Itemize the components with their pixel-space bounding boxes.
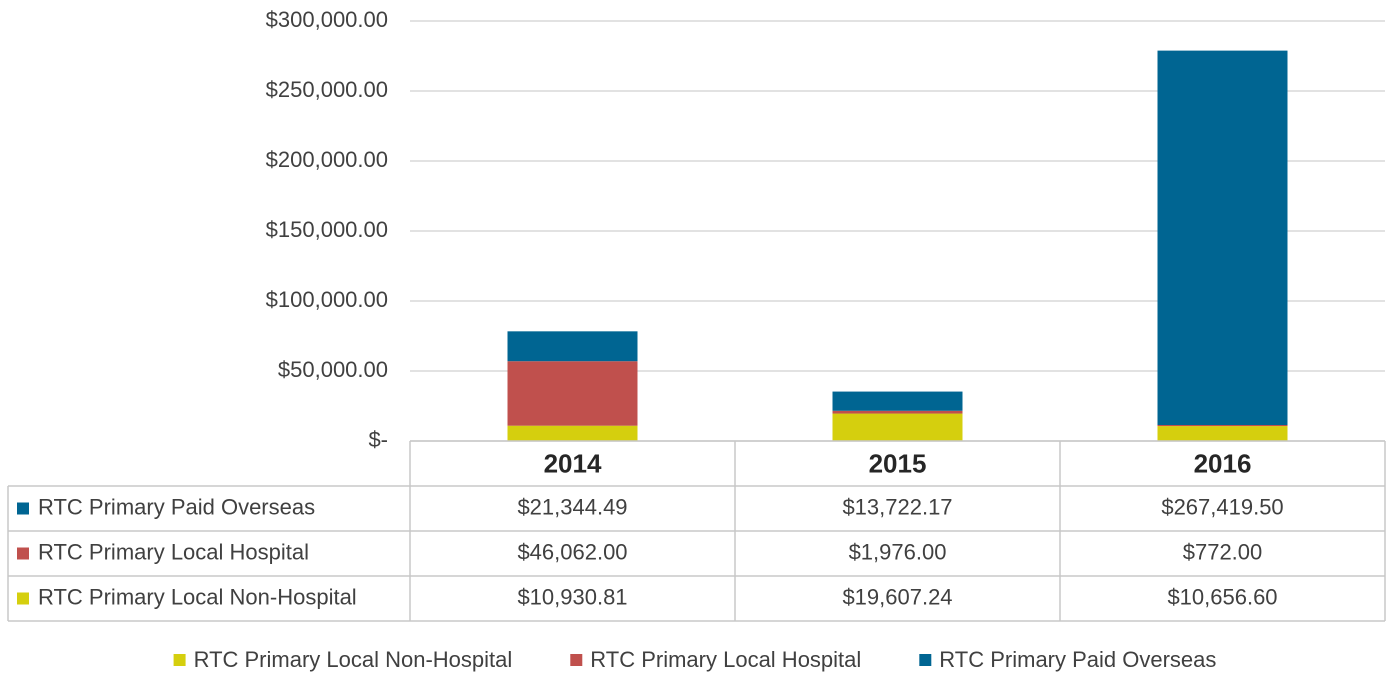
legend-label: RTC Primary Local Non-Hospital (194, 647, 513, 672)
bar-segment (832, 413, 963, 441)
table-cell: $13,722.17 (842, 494, 952, 519)
table-row-label: RTC Primary Paid Overseas (38, 494, 315, 519)
bar-segment (507, 361, 638, 426)
category-label: 2014 (544, 448, 602, 478)
bar-segment (832, 391, 963, 411)
category-label: 2015 (869, 448, 927, 478)
table-row-label: RTC Primary Local Non-Hospital (38, 584, 357, 609)
table-cell: $267,419.50 (1161, 494, 1283, 519)
table-cell: $10,656.60 (1167, 584, 1277, 609)
table-cell: $19,607.24 (842, 584, 952, 609)
legend-label: RTC Primary Paid Overseas (939, 647, 1216, 672)
legend-key (173, 654, 186, 666)
table-cell: $21,344.49 (517, 494, 627, 519)
y-tick-label: $250,000.00 (266, 77, 388, 102)
category-label: 2016 (1194, 448, 1252, 478)
table-legend-key (17, 592, 29, 605)
legend-key (919, 654, 932, 666)
bar-segment (1157, 424, 1288, 427)
y-tick-label: $300,000.00 (266, 7, 388, 32)
bar-segment (1157, 426, 1288, 441)
table-legend-key (17, 547, 29, 560)
table-legend-key (17, 502, 29, 515)
legend-key (570, 654, 583, 666)
y-tick-label: $100,000.00 (266, 287, 388, 312)
y-tick-label: $- (368, 427, 388, 452)
y-tick-label: $50,000.00 (278, 357, 388, 382)
bar-segment (507, 331, 638, 362)
table-cell: $10,930.81 (517, 584, 627, 609)
y-tick-label: $150,000.00 (266, 217, 388, 242)
table-cell: $46,062.00 (517, 539, 627, 564)
bar-segment (1157, 50, 1288, 425)
table-row-label: RTC Primary Local Hospital (38, 539, 309, 564)
bar-segment (507, 425, 638, 441)
table-cell: $1,976.00 (849, 539, 947, 564)
legend-label: RTC Primary Local Hospital (590, 647, 861, 672)
table-cell: $772.00 (1183, 539, 1263, 564)
y-tick-label: $200,000.00 (266, 147, 388, 172)
bar-segment (832, 410, 963, 414)
